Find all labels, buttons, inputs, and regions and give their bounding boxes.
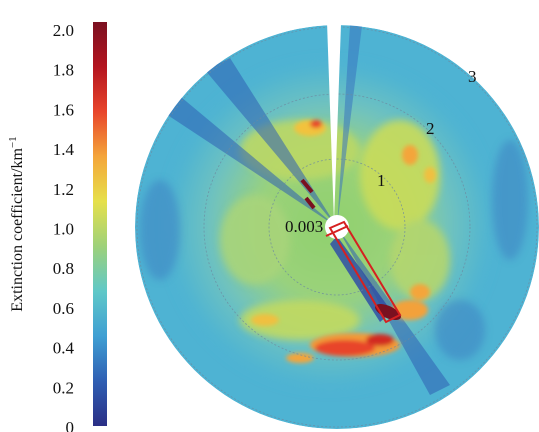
annotation-box-cap (325, 225, 349, 237)
blocked-sector-wedge (327, 22, 341, 222)
beam-end-hotspot (375, 303, 401, 321)
colorbar-title-main: Extinction coefficient/km (9, 147, 26, 311)
colorbar: 2.0 1.8 1.6 1.4 1.2 1.0 0.8 0.6 0.4 0.2 0 Extincti… (7, 21, 107, 432)
dark-red-segments (300, 178, 316, 210)
range-ring-3 (136, 26, 538, 428)
colorbar-tick-label: 1.6 (53, 100, 74, 119)
annotation-box (328, 220, 402, 324)
ring-label-3: 3 (468, 67, 477, 86)
range-rings (136, 26, 538, 428)
range-ring-1 (268, 158, 406, 296)
colorbar-tick-label: 0.8 (53, 259, 74, 278)
ring-label-2: 2 (426, 119, 435, 138)
colorbar-tick-label: 1.8 (53, 61, 74, 80)
center-label: 0.003 (285, 217, 323, 236)
colorbar-tick-label: 0.4 (53, 339, 75, 358)
hotspots (251, 120, 436, 363)
colorbar-tick-label: 1.2 (53, 180, 74, 199)
colorbar-tick-label: 0 (66, 418, 75, 432)
outer-dark-patches (140, 140, 528, 360)
polar-scan-disc: 0.003 1 2 3 (135, 22, 539, 429)
colorbar-tick-label: 1.0 (53, 220, 74, 239)
colorbar-tick-label: 0.2 (53, 378, 74, 397)
colorbar-gradient (93, 22, 107, 426)
range-ring-2 (203, 93, 471, 361)
colorbar-tick-label: 0.6 (53, 299, 74, 318)
colorbar-tick-label: 1.4 (53, 140, 75, 159)
colorbar-title: Extinction coefficient/km−1 (7, 136, 26, 311)
colorbar-ticks: 2.0 1.8 1.6 1.4 1.2 1.0 0.8 0.6 0.4 0.2 0 (53, 21, 75, 432)
colorbar-tick-label: 2.0 (53, 21, 74, 40)
colorbar-title-sup: −1 (7, 136, 19, 148)
ring-label-1: 1 (377, 171, 386, 190)
